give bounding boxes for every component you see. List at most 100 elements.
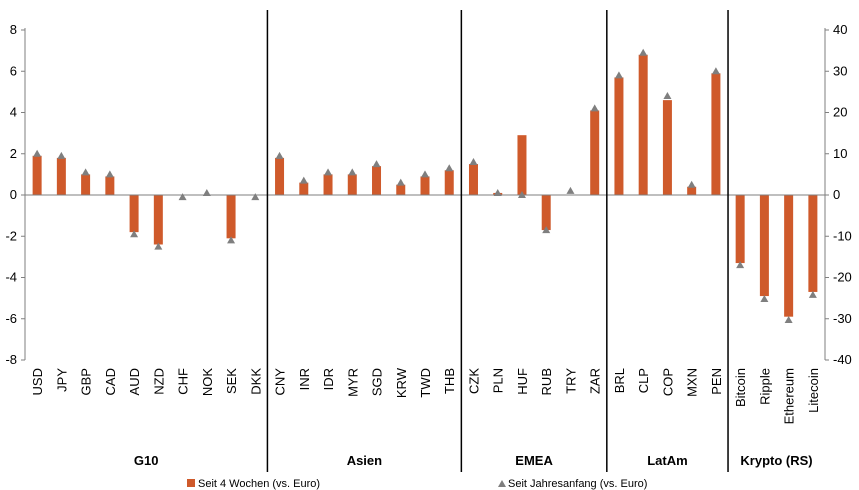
marker-litecoin	[808, 290, 817, 298]
axes-layer	[21, 10, 829, 472]
bar-zar	[590, 110, 600, 195]
category-label-zar: ZAR	[588, 368, 603, 394]
bar-huf	[517, 135, 527, 195]
category-label-bitcoin: Bitcoin	[733, 368, 748, 407]
category-label-cny: CNY	[273, 368, 288, 396]
marker-usd	[33, 149, 42, 157]
bar-sek	[226, 195, 236, 239]
right-tick-label: 20	[833, 105, 847, 120]
category-label-litecoin: Litecoin	[806, 368, 821, 413]
category-label-idr: IDR	[321, 368, 336, 390]
bar-aud	[129, 195, 139, 233]
category-label-cop: COP	[660, 368, 675, 396]
category-label-dkk: DKK	[248, 368, 263, 395]
category-label-inr: INR	[297, 368, 312, 390]
marker-ethereum	[784, 315, 793, 323]
bar-rub	[541, 195, 551, 231]
category-label-try: TRY	[563, 368, 578, 394]
category-label-twd: TWD	[418, 368, 433, 398]
category-label-rub: RUB	[539, 368, 554, 395]
marker-idr	[324, 168, 333, 176]
bar-usd	[32, 155, 42, 195]
right-tick-label: -30	[833, 311, 852, 326]
bars-layer	[32, 54, 818, 317]
category-label-ethereum: Ethereum	[782, 368, 797, 424]
category-label-czk: CZK	[466, 368, 481, 394]
marker-clp	[639, 48, 648, 56]
right-tick-label: -40	[833, 352, 852, 367]
legend: Seit 4 Wochen (vs. Euro) Seit Jahresanfa…	[187, 478, 647, 490]
left-tick-label: 2	[10, 146, 17, 161]
bar-brl	[614, 77, 624, 195]
marker-krw	[396, 178, 405, 186]
bar-bitcoin	[735, 195, 745, 264]
bar-myr	[347, 174, 357, 195]
left-tick-label: -2	[5, 228, 17, 243]
right-tick-label: -20	[833, 270, 852, 285]
bar-ethereum	[784, 195, 794, 317]
bar-krw	[396, 184, 406, 195]
bar-czk	[468, 164, 478, 195]
marker-zar	[590, 104, 599, 112]
marker-dkk	[251, 193, 260, 201]
category-label-sek: SEK	[224, 368, 239, 394]
group-label-4: Krypto (RS)	[740, 453, 812, 468]
category-label-pen: PEN	[709, 368, 724, 395]
marker-jpy	[57, 151, 66, 159]
category-label-nzd: NZD	[151, 368, 166, 395]
bar-twd	[420, 176, 430, 195]
bar-sgd	[372, 166, 382, 195]
legend-bar-label: Seit 4 Wochen (vs. Euro)	[198, 478, 320, 490]
marker-nzd	[154, 242, 163, 250]
group-label-0: G10	[134, 453, 159, 468]
category-label-myr: MYR	[345, 368, 360, 397]
marker-aud	[130, 230, 139, 238]
category-label-sgd: SGD	[370, 368, 385, 396]
bar-clp	[638, 54, 648, 195]
left-tick-label: -6	[5, 311, 17, 326]
right-tick-label: -10	[833, 228, 852, 243]
left-tick-label: 4	[10, 105, 17, 120]
category-label-nok: NOK	[200, 368, 215, 397]
marker-twd	[421, 170, 429, 178]
bar-litecoin	[808, 195, 818, 292]
marker-myr	[348, 168, 357, 176]
left-tick-label: -8	[5, 352, 17, 367]
bar-cad	[105, 176, 115, 195]
category-label-chf: CHF	[176, 368, 191, 395]
marker-bitcoin	[736, 261, 745, 269]
left-tick-label: 6	[10, 63, 17, 78]
marker-thb	[445, 164, 454, 172]
legend-marker-swatch	[498, 480, 506, 487]
bar-inr	[299, 182, 309, 195]
marker-chf	[178, 193, 187, 201]
bar-cop	[662, 100, 672, 195]
category-label-cad: CAD	[103, 368, 118, 395]
marker-mxn	[687, 180, 696, 188]
bar-jpy	[56, 157, 66, 195]
marker-ripple	[760, 294, 769, 302]
category-label-thb: THB	[442, 368, 457, 394]
left-tick-label: 8	[10, 22, 17, 37]
category-label-usd: USD	[30, 368, 45, 395]
category-label-huf: HUF	[515, 368, 530, 395]
bar-pen	[711, 73, 721, 195]
markers-layer	[33, 48, 817, 323]
marker-sek	[227, 236, 236, 244]
group-label-3: LatAm	[647, 453, 687, 468]
left-tick-label: -4	[5, 270, 17, 285]
marker-gbp	[81, 168, 90, 176]
marker-inr	[299, 176, 308, 184]
group-label-2: EMEA	[515, 453, 553, 468]
legend-bar-swatch	[187, 479, 195, 487]
category-label-clp: CLP	[636, 368, 651, 393]
category-label-gbp: GBP	[79, 368, 94, 395]
marker-sgd	[372, 160, 381, 168]
category-label-mxn: MXN	[685, 368, 700, 397]
bar-cny	[275, 157, 285, 195]
category-label-brl: BRL	[612, 368, 627, 393]
right-tick-label: 10	[833, 146, 847, 161]
group-label-1: Asien	[347, 453, 382, 468]
